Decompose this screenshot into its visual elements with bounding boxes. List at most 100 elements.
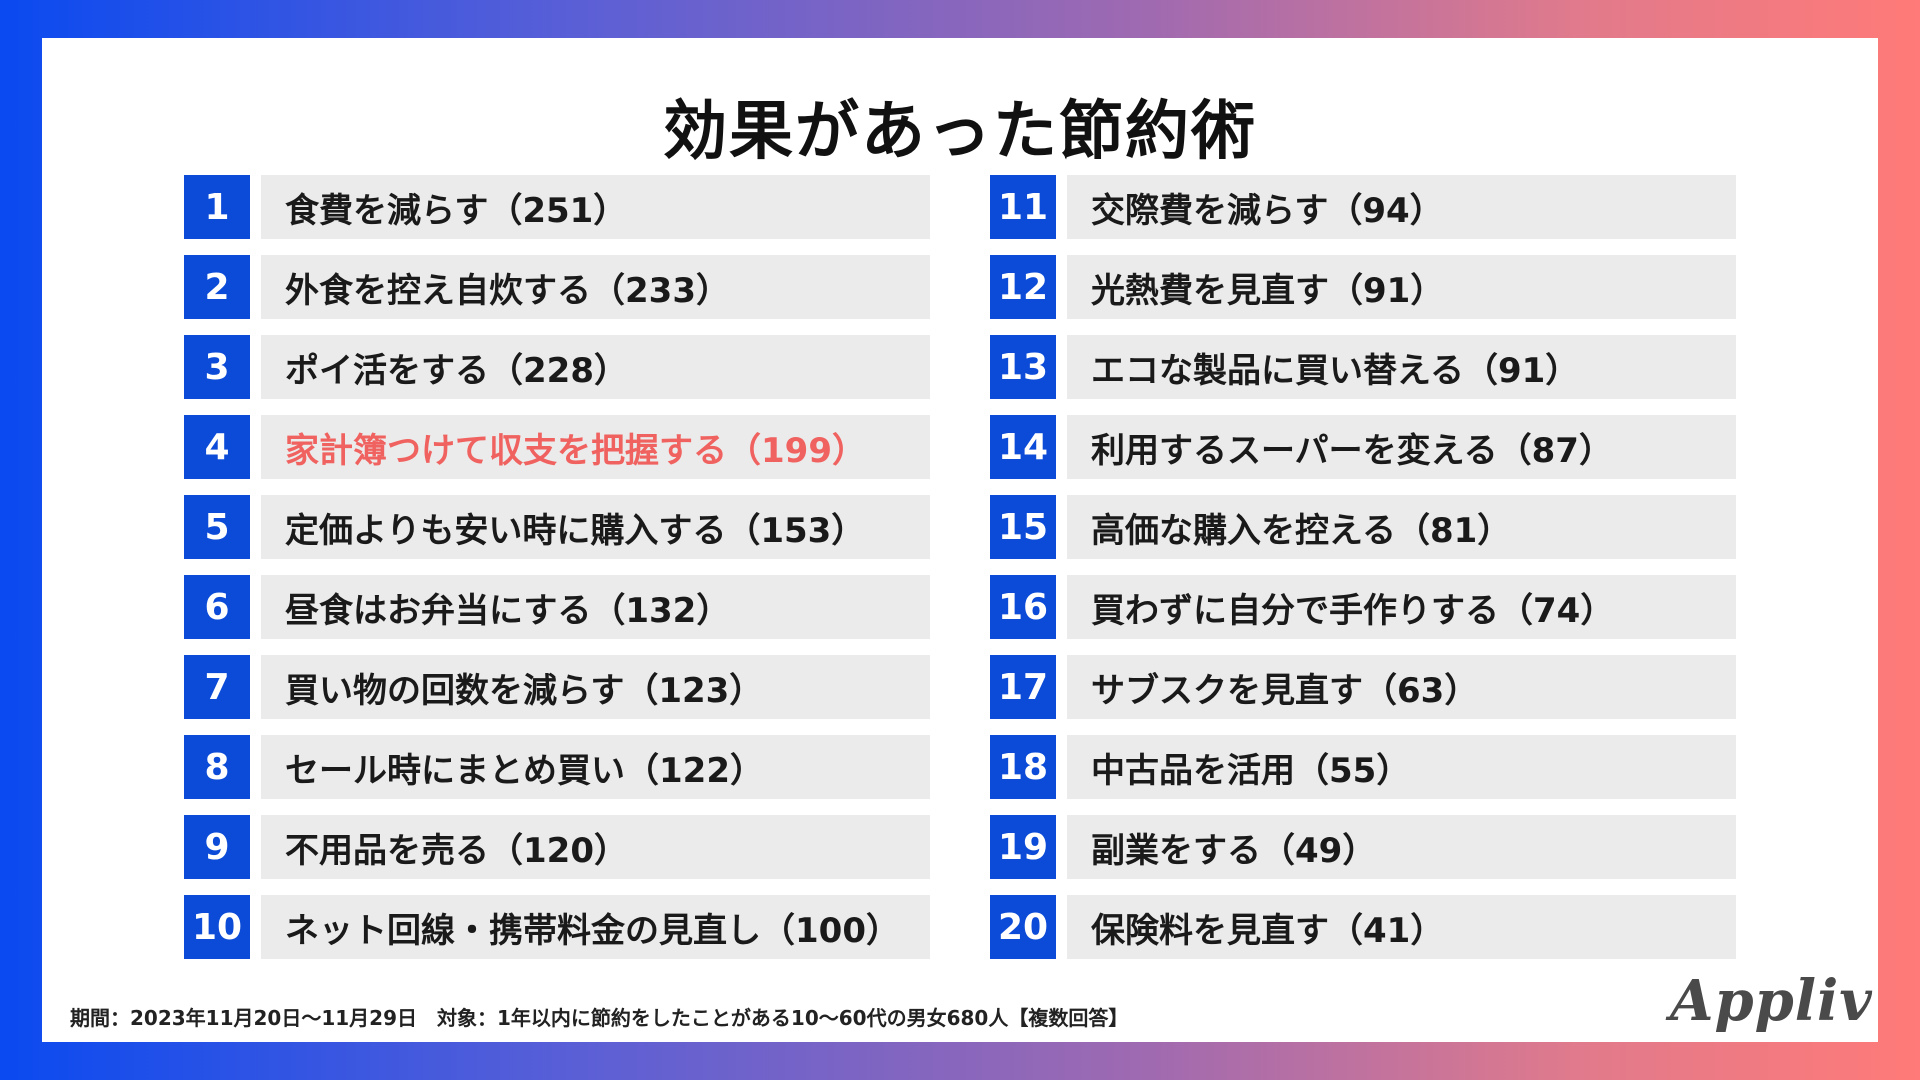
rank-badge: 10: [184, 895, 250, 959]
item-label: 買い物の回数を減らす: [285, 670, 625, 711]
item-count: （55）: [1295, 750, 1411, 791]
item-label: 利用するスーパーを変える: [1091, 430, 1498, 471]
ranking-row: 11 交際費を減らす （94）: [990, 175, 1736, 239]
ranking-bar: 食費を減らす （251）: [261, 175, 930, 239]
ranking-bar: 交際費を減らす （94）: [1067, 175, 1736, 239]
item-label: 中古品を活用: [1091, 750, 1295, 791]
ranking-bar: セール時にまとめ買い （122）: [261, 735, 930, 799]
item-label: 家計簿つけて収支を把握する: [285, 430, 727, 471]
item-count: （41）: [1329, 910, 1445, 951]
ranking-row: 2 外食を控え自炊する （233）: [184, 255, 930, 319]
ranking-row: 18 中古品を活用 （55）: [990, 735, 1736, 799]
ranking-row: 17 サブスクを見直す （63）: [990, 655, 1736, 719]
item-label: サブスクを見直す: [1091, 670, 1363, 711]
ranking-bar: 高価な購入を控える （81）: [1067, 495, 1736, 559]
ranking-bar: 定価よりも安い時に購入する （153）: [261, 495, 930, 559]
item-label: セール時にまとめ買い: [285, 750, 625, 791]
item-count: （123）: [624, 670, 764, 711]
ranking-bar: 保険料を見直す （41）: [1067, 895, 1736, 959]
ranking-row: 1 食費を減らす （251）: [184, 175, 930, 239]
rank-badge: 16: [990, 575, 1056, 639]
ranking-row: 4 家計簿つけて収支を把握する （199）: [184, 415, 930, 479]
item-label: ポイ活をする: [285, 350, 489, 391]
rank-badge: 13: [990, 335, 1056, 399]
item-count: （120）: [489, 830, 628, 871]
rank-badge: 18: [990, 735, 1056, 799]
ranking-column-right: 11 交際費を減らす （94） 12 光熱費を見直す （91） 13 エコな製品に買い替える（…: [990, 175, 1736, 975]
ranking-row: 5 定価よりも安い時に購入する （153）: [184, 495, 930, 559]
item-count: （94）: [1328, 190, 1444, 231]
rank-badge: 20: [990, 895, 1056, 959]
ranking-bar: 家計簿つけて収支を把握する （199）: [261, 415, 930, 479]
rank-badge: 8: [184, 735, 250, 799]
item-label: ネット回線・携帯料金の見直し: [285, 910, 761, 951]
ranking-row: 19 副業をする （49）: [990, 815, 1736, 879]
ranking-row: 12 光熱費を見直す （91）: [990, 255, 1736, 319]
ranking-bar: エコな製品に買い替える （91）: [1067, 335, 1736, 399]
item-count: （91）: [1463, 350, 1580, 391]
appliv-logo: Appliv: [1670, 968, 1873, 1034]
item-label: 昼食はお弁当にする: [285, 590, 592, 631]
rank-badge: 2: [184, 255, 250, 319]
item-count: （74）: [1499, 590, 1615, 631]
rank-badge: 11: [990, 175, 1056, 239]
item-count: （87）: [1497, 430, 1613, 471]
ranking-row: 16 買わずに自分で手作りする （74）: [990, 575, 1736, 639]
ranking-row: 14 利用するスーパーを変える （87）: [990, 415, 1736, 479]
ranking-column-left: 1 食費を減らす （251） 2 外食を控え自炊する （233） 3 ポイ活をする （228） 4…: [184, 175, 930, 975]
ranking-row: 13 エコな製品に買い替える （91）: [990, 335, 1736, 399]
item-count: （199）: [727, 430, 866, 471]
item-label: 食費を減らす: [285, 190, 489, 231]
rank-badge: 15: [990, 495, 1056, 559]
item-count: （122）: [625, 750, 764, 791]
ranking-bar: 外食を控え自炊する （233）: [261, 255, 930, 319]
ranking-bar: 買い物の回数を減らす （123）: [261, 655, 930, 719]
item-label: エコな製品に買い替える: [1091, 350, 1464, 391]
ranking-row: 6 昼食はお弁当にする （132）: [184, 575, 930, 639]
item-count: （63）: [1363, 670, 1479, 711]
ranking-row: 10 ネット回線・携帯料金の見直し （100）: [184, 895, 930, 959]
item-label: 定価よりも安い時に購入する: [285, 510, 727, 551]
item-count: （100）: [761, 910, 900, 951]
rank-badge: 17: [990, 655, 1056, 719]
item-label: 外食を控え自炊する: [285, 270, 591, 311]
ranking-bar: サブスクを見直す （63）: [1067, 655, 1736, 719]
item-count: （228）: [489, 350, 628, 391]
ranking-row: 9 不用品を売る （120）: [184, 815, 930, 879]
item-label: 交際費を減らす: [1091, 190, 1329, 231]
item-label: 不用品を売る: [285, 830, 489, 871]
ranking-bar: 副業をする （49）: [1067, 815, 1736, 879]
item-label: 高価な購入を控える: [1091, 510, 1396, 551]
item-count: （251）: [488, 190, 628, 231]
rank-badge: 14: [990, 415, 1056, 479]
ranking-row: 3 ポイ活をする （228）: [184, 335, 930, 399]
page-title: 効果があった節約術: [663, 95, 1257, 169]
item-label: 副業をする: [1091, 830, 1261, 871]
rank-badge: 19: [990, 815, 1056, 879]
ranking-bar: 昼食はお弁当にする （132）: [261, 575, 930, 639]
rank-badge: 4: [184, 415, 250, 479]
ranking-row: 8 セール時にまとめ買い （122）: [184, 735, 930, 799]
item-count: （233）: [591, 270, 730, 311]
rank-badge: 3: [184, 335, 250, 399]
rank-badge: 7: [184, 655, 250, 719]
rank-badge: 1: [184, 175, 250, 239]
item-label: 買わずに自分で手作りする: [1091, 590, 1499, 631]
item-count: （153）: [726, 510, 866, 551]
ranking-bar: 買わずに自分で手作りする （74）: [1067, 575, 1736, 639]
ranking-bar: 不用品を売る （120）: [261, 815, 930, 879]
ranking-row: 20 保険料を見直す （41）: [990, 895, 1736, 959]
ranking-bar: ネット回線・携帯料金の見直し （100）: [261, 895, 930, 959]
rank-badge: 6: [184, 575, 250, 639]
item-count: （91）: [1329, 270, 1445, 311]
ranking-bar: 利用するスーパーを変える （87）: [1067, 415, 1736, 479]
item-count: （132）: [591, 590, 731, 631]
rank-badge: 12: [990, 255, 1056, 319]
ranking-row: 7 買い物の回数を減らす （123）: [184, 655, 930, 719]
ranking-row: 15 高価な購入を控える （81）: [990, 495, 1736, 559]
ranking-bar: 光熱費を見直す （91）: [1067, 255, 1736, 319]
rank-badge: 5: [184, 495, 250, 559]
rank-badge: 9: [184, 815, 250, 879]
survey-footnote: 期間：2023年11月20日〜11月29日 対象：1年以内に節約をしたことがある…: [70, 1006, 1129, 1030]
ranking-bar: 中古品を活用 （55）: [1067, 735, 1736, 799]
